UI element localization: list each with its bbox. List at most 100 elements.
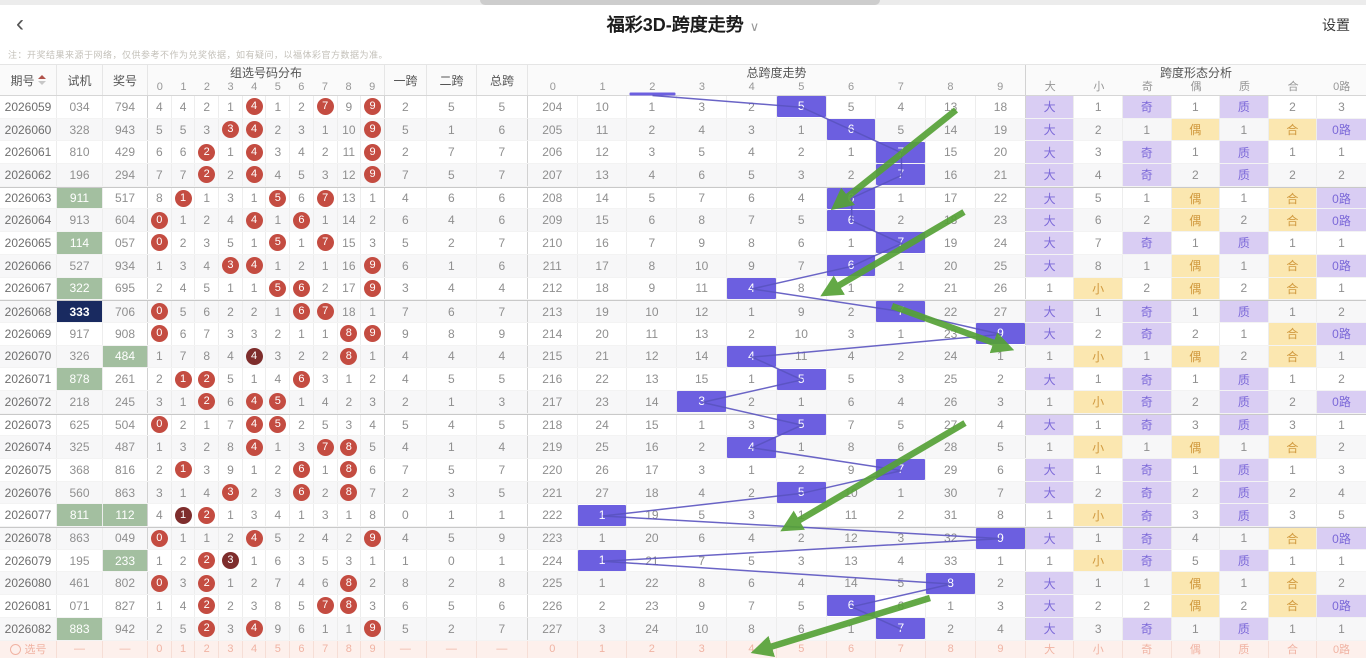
trend-cell: 2 <box>976 572 1026 595</box>
trend-cell: 227 <box>528 617 578 640</box>
trend-cell: 14 <box>926 118 977 141</box>
footer-trend-option[interactable]: 6 <box>827 640 877 658</box>
form-cell: 2 <box>1220 209 1269 232</box>
form-cell: 质 <box>1220 481 1269 504</box>
form-cell: 1 <box>1026 390 1075 413</box>
form-cell: 小 <box>1074 277 1123 300</box>
form-cell: 1 <box>1220 572 1269 595</box>
dist-cell: 1 <box>243 232 267 254</box>
span-cell: 4 <box>385 528 427 549</box>
hit-digit-circle: 3 <box>221 552 239 570</box>
hit-digit-circle: 4 <box>245 257 263 275</box>
table-row: 2026066 527 934 1 3 4 3 4 1 2 1 16 9 6 1 6 211 17 8 10 9 7 6 1 2… <box>0 254 1366 278</box>
footer-trend-option[interactable]: 1 <box>578 640 628 658</box>
dist-cell: 9 <box>219 459 243 481</box>
footer-trend-option[interactable]: 2 <box>627 640 678 658</box>
table-row: 2026082 883 942 2 5 2 3 4 9 6 1 1 9 5 2 7 227 3 24 10 8 6 1 7 2 4… <box>0 617 1366 641</box>
trend-cell: 16 <box>926 164 977 186</box>
trend-cell: 211 <box>528 254 578 277</box>
trend-cell: 1 <box>777 436 827 458</box>
dist-cell: 1 <box>172 187 196 209</box>
footer-trend-option[interactable]: 0 <box>528 640 578 658</box>
col-header-prize: 奖号 <box>103 65 148 95</box>
col-header-span1: 一跨 <box>385 65 427 95</box>
footer-dist-option[interactable]: 4 <box>243 640 267 658</box>
dist-cell: 1 <box>338 504 362 527</box>
trend-cell: 221 <box>528 481 578 504</box>
trend-cell: 2 <box>827 164 877 186</box>
form-cell: 3 <box>1269 414 1318 436</box>
form-cell: 质 <box>1220 549 1269 572</box>
trend-cell: 1 <box>976 549 1026 572</box>
form-cell: 大 <box>1025 301 1075 322</box>
trend-cell: 10 <box>627 301 678 322</box>
trend-cell: 1 <box>578 528 628 549</box>
dist-cell: 1 <box>361 549 385 572</box>
page-title-dropdown[interactable]: 福彩3D-跨度走势 ∨ <box>0 11 1366 37</box>
issue-cell: 2026077 <box>0 504 57 527</box>
dist-cell: 7 <box>361 481 385 504</box>
footer-form-option[interactable]: 质 <box>1220 640 1269 658</box>
col-header-issue[interactable]: 期号 <box>0 65 57 95</box>
trend-cell: 21 <box>926 277 977 300</box>
footer-trend-option[interactable]: 8 <box>926 640 977 658</box>
footer-dist-option[interactable]: 0 <box>148 640 172 658</box>
trend-cell: 22 <box>976 187 1026 209</box>
form-cell: 1 <box>1026 436 1075 458</box>
span-hit-cell: 7 <box>876 232 926 254</box>
footer-dist-option[interactable]: 6 <box>290 640 314 658</box>
dist-cell: 4 <box>243 528 267 549</box>
trend-cell: 3 <box>727 414 777 436</box>
footer-dist-option[interactable]: 8 <box>338 640 362 658</box>
prize-number-cell: 245 <box>103 390 148 413</box>
footer-trend-option[interactable]: 7 <box>876 640 927 658</box>
footer-dist-option[interactable]: 3 <box>219 640 243 658</box>
select-mode-cell[interactable]: 选号 <box>0 640 57 658</box>
settings-button[interactable]: 设置 <box>1322 17 1350 33</box>
dist-cell: 2 <box>195 504 220 527</box>
footer-form-option[interactable]: 0路 <box>1332 644 1351 656</box>
dist-cell: 2 <box>172 549 196 572</box>
table-row: 2026060 328 943 5 5 3 3 4 2 3 1 10 9 5 1 6 205 11 2 4 3 1 6 5 14… <box>0 118 1366 142</box>
footer-trend-option[interactable]: 3 <box>677 640 728 658</box>
footer-dist-option[interactable]: 2 <box>195 640 220 658</box>
trend-cell: 8 <box>677 209 728 232</box>
dist-cell: 1 <box>195 414 220 436</box>
footer-form-option[interactable]: 合 <box>1269 640 1318 658</box>
trend-cell: 13 <box>827 549 877 572</box>
span-cell: 1 <box>427 254 477 277</box>
hit-digit-circle: 8 <box>340 461 358 479</box>
select-mode-radio[interactable] <box>9 643 21 655</box>
footer-dist-option[interactable]: 7 <box>314 640 338 658</box>
issue-cell: 2026061 <box>0 141 57 164</box>
span-hit-cell: 5 <box>776 414 826 436</box>
dist-cell: 2 <box>290 345 314 368</box>
hit-digit-circle: 8 <box>340 574 358 592</box>
footer-trend-option[interactable]: 9 <box>976 640 1026 658</box>
footer-form-option[interactable]: 小 <box>1074 640 1123 658</box>
footer-dist-option[interactable]: 5 <box>266 640 291 658</box>
span-cell: 6 <box>385 209 427 232</box>
dist-col-header: 8 <box>345 81 352 93</box>
issue-cell: 2026079 <box>0 549 57 572</box>
form-cell: 奇 <box>1122 549 1172 572</box>
dist-cell: 3 <box>219 322 243 345</box>
back-button[interactable]: ‹ <box>16 10 24 37</box>
form-cell: 1 <box>1074 96 1123 118</box>
dist-cell: 3 <box>290 436 314 458</box>
hit-digit-circle: 4 <box>245 393 263 411</box>
trend-cell: 15 <box>627 414 678 436</box>
form-cell: 3 <box>1172 414 1221 436</box>
footer-trend-option[interactable]: 5 <box>777 640 827 658</box>
footer-form-option[interactable]: 偶 <box>1172 640 1221 658</box>
footer-form-option[interactable]: 大 <box>1026 640 1075 658</box>
dist-col-header: 6 <box>298 81 305 93</box>
trend-cell: 7 <box>876 232 927 254</box>
footer-dist-option[interactable]: 1 <box>172 640 196 658</box>
trend-cell: 1 <box>876 322 927 345</box>
footer-dist-option[interactable]: 9 <box>361 640 385 658</box>
hit-digit-circle: 4 <box>245 211 263 229</box>
footer-form-option[interactable]: 奇 <box>1123 640 1172 658</box>
dist-cell: 5 <box>219 232 243 254</box>
footer-trend-option[interactable]: 4 <box>727 640 777 658</box>
